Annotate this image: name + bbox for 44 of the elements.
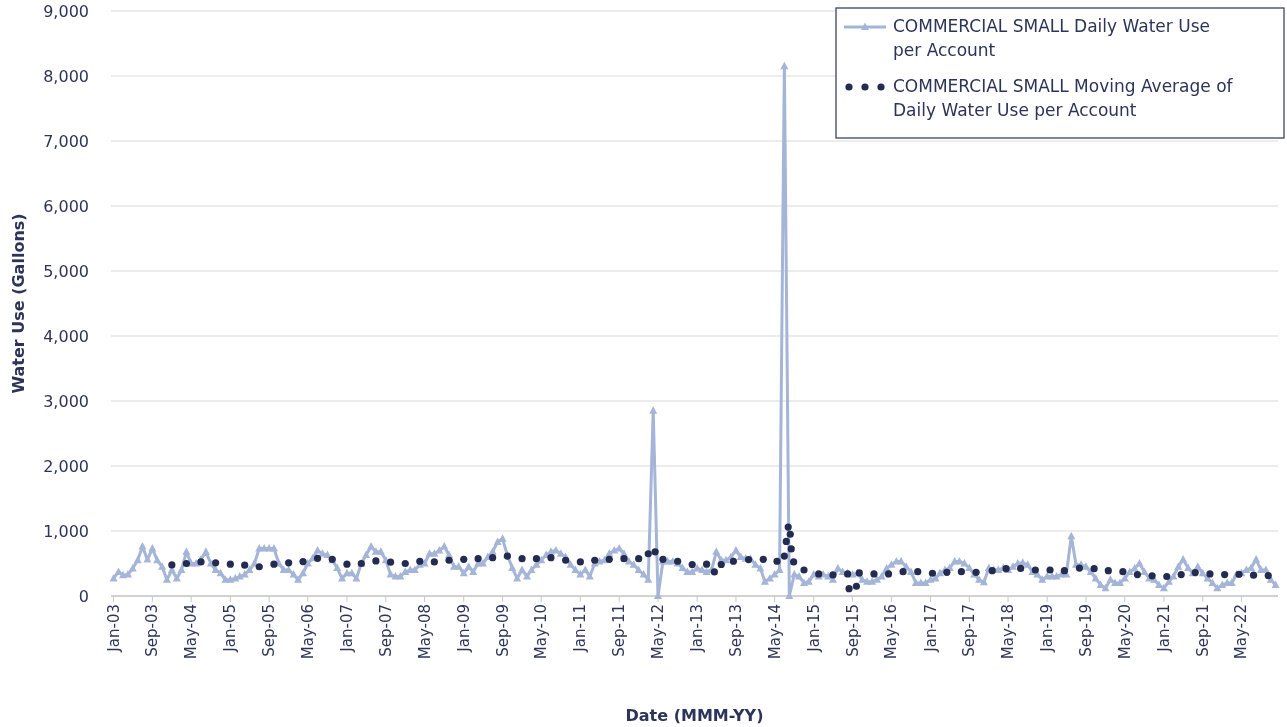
x-tick-label: May-06 <box>298 604 317 660</box>
x-tick-label: Sep-07 <box>376 604 395 657</box>
y-tick-label: 2,000 <box>43 457 89 476</box>
x-tick-label: Jan-15 <box>804 604 823 653</box>
x-tick-label: May-14 <box>765 604 784 660</box>
x-tick-label: Sep-05 <box>260 604 279 657</box>
x-tick-label: May-16 <box>882 604 901 660</box>
x-tick-label: Sep-21 <box>1193 604 1212 657</box>
x-tick-label: May-22 <box>1232 604 1251 660</box>
legend-label: COMMERCIAL SMALL Daily Water Use per Account <box>893 16 1210 60</box>
x-tick-label: Jan-03 <box>104 604 123 653</box>
x-tick-label: Sep-19 <box>1076 604 1095 657</box>
x-tick-label: May-08 <box>415 604 434 660</box>
x-tick-label: Sep-03 <box>143 604 162 657</box>
x-tick-label: Jan-13 <box>688 604 707 653</box>
y-tick-label: 7,000 <box>43 132 89 151</box>
x-tick-label: May-04 <box>182 604 201 660</box>
y-tick-label: 6,000 <box>43 197 89 216</box>
x-tick-label: Jan-05 <box>221 604 240 653</box>
x-tick-label: Jan-07 <box>337 604 356 653</box>
x-tick-label: May-12 <box>649 604 667 660</box>
y-tick-label: 3,000 <box>43 392 89 411</box>
y-tick-label: 5,000 <box>43 262 89 281</box>
x-axis-title: Date (MMM-YY) <box>625 706 764 725</box>
legend-label: COMMERCIAL SMALL Moving Average of Daily Water Use per Account <box>893 76 1234 120</box>
y-tick-label: 8,000 <box>43 67 89 86</box>
x-tick-label: Jan-19 <box>1038 604 1057 653</box>
x-tick-label: Jan-21 <box>1154 604 1173 653</box>
y-tick-label: 0 <box>78 587 89 606</box>
x-tick-label: Sep-15 <box>843 604 862 657</box>
x-tick-label: Jan-17 <box>921 604 940 653</box>
y-tick-label: 9,000 <box>43 2 89 21</box>
x-tick-label: Jan-09 <box>454 604 473 653</box>
x-tick-label: Sep-17 <box>960 604 979 657</box>
x-tick-label: May-10 <box>532 604 551 660</box>
x-tick-label: Sep-11 <box>610 604 629 657</box>
x-tick-label: Sep-09 <box>493 604 512 657</box>
x-tick-label: May-20 <box>1115 604 1134 660</box>
y-tick-label: 1,000 <box>43 522 89 541</box>
y-axis-title: Water Use (Gallons) <box>9 213 28 394</box>
x-tick-label: May-18 <box>999 604 1018 660</box>
x-tick-label: Sep-13 <box>726 604 745 657</box>
y-tick-label: 4,000 <box>43 327 89 346</box>
x-tick-label: Jan-11 <box>571 604 590 653</box>
